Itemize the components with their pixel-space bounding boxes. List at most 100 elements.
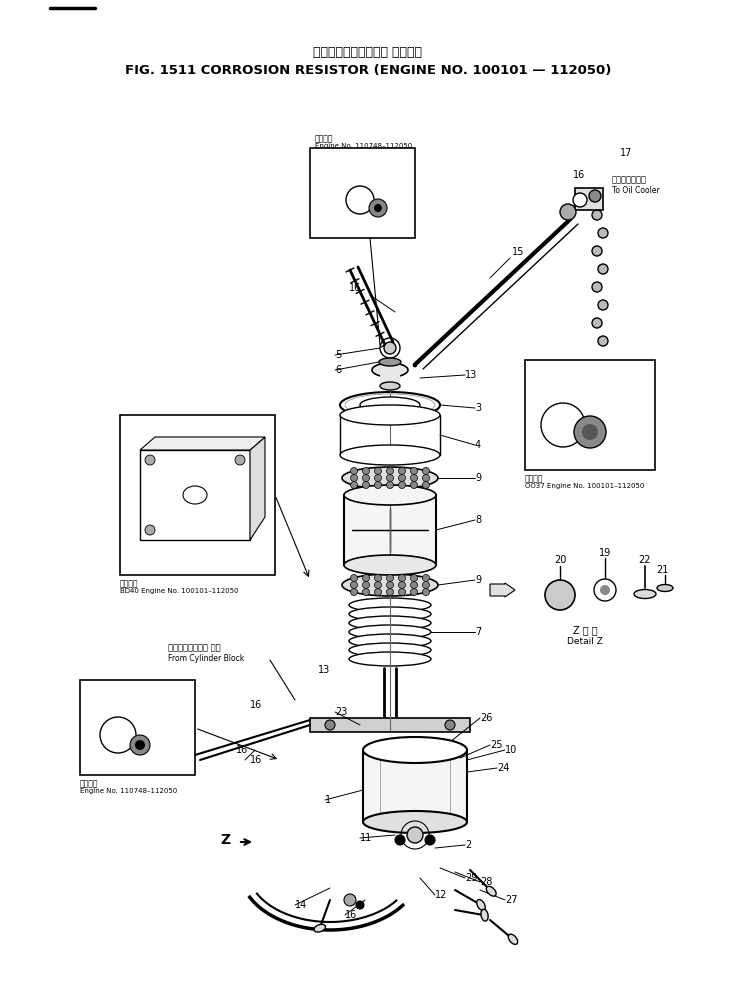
Circle shape — [598, 228, 608, 238]
Ellipse shape — [344, 555, 436, 575]
Circle shape — [411, 582, 417, 589]
Text: 16: 16 — [315, 156, 329, 166]
Circle shape — [592, 246, 602, 256]
Circle shape — [589, 190, 601, 202]
Text: 10: 10 — [505, 745, 517, 755]
Text: 14: 14 — [295, 900, 307, 910]
Text: 20: 20 — [553, 555, 566, 565]
Text: 16: 16 — [345, 910, 357, 920]
Circle shape — [363, 575, 369, 582]
Bar — [310, 148, 415, 238]
Text: Engine No. 110748–112050: Engine No. 110748–112050 — [80, 788, 178, 794]
Text: 4: 4 — [475, 440, 481, 450]
Circle shape — [145, 455, 155, 465]
Circle shape — [407, 827, 423, 843]
Text: To Oil Cooler: To Oil Cooler — [612, 186, 660, 195]
Circle shape — [386, 575, 394, 582]
Circle shape — [411, 589, 417, 596]
Ellipse shape — [314, 924, 326, 932]
Circle shape — [374, 474, 382, 481]
Circle shape — [573, 193, 587, 207]
Circle shape — [545, 580, 575, 610]
Text: コロージョンレジスタ 適用号機: コロージョンレジスタ 適用号機 — [313, 46, 422, 59]
Ellipse shape — [380, 382, 400, 390]
Ellipse shape — [183, 486, 207, 504]
Text: FIG. 1511 CORROSION RESISTOR (ENGINE NO. 100101 — 112050): FIG. 1511 CORROSION RESISTOR (ENGINE NO.… — [125, 64, 611, 77]
Ellipse shape — [509, 934, 517, 944]
Bar — [344, 495, 436, 565]
Circle shape — [399, 467, 405, 474]
Circle shape — [356, 901, 364, 909]
Text: From Cylinder Block: From Cylinder Block — [168, 654, 244, 663]
Ellipse shape — [340, 392, 440, 418]
Text: 5: 5 — [335, 350, 341, 360]
Circle shape — [422, 575, 430, 582]
Bar — [380, 370, 400, 386]
Circle shape — [399, 481, 405, 488]
Text: 27: 27 — [505, 895, 517, 905]
Circle shape — [386, 467, 394, 474]
Text: 22: 22 — [639, 555, 652, 565]
Text: 16: 16 — [236, 745, 248, 755]
Ellipse shape — [477, 899, 485, 910]
Circle shape — [369, 199, 387, 217]
Text: 18: 18 — [530, 368, 544, 378]
Circle shape — [422, 467, 430, 474]
Circle shape — [374, 204, 382, 212]
Circle shape — [100, 717, 136, 753]
Circle shape — [422, 589, 430, 596]
Ellipse shape — [342, 467, 438, 489]
Polygon shape — [250, 437, 265, 540]
Bar — [310, 718, 470, 732]
Circle shape — [582, 424, 598, 440]
Ellipse shape — [481, 909, 488, 921]
Text: 23: 23 — [335, 707, 347, 717]
Text: 3: 3 — [475, 403, 481, 413]
Ellipse shape — [349, 616, 431, 630]
Ellipse shape — [349, 607, 431, 621]
Ellipse shape — [340, 445, 440, 465]
Text: Engine No. 110748–112050: Engine No. 110748–112050 — [315, 143, 412, 149]
Bar — [120, 415, 275, 575]
Bar — [140, 450, 250, 540]
Text: 適用号機: 適用号機 — [525, 474, 543, 483]
Ellipse shape — [349, 634, 431, 648]
Text: 25: 25 — [490, 740, 503, 750]
Text: 11: 11 — [360, 833, 372, 843]
Text: Z 具 値: Z 具 値 — [573, 625, 597, 635]
Circle shape — [399, 575, 405, 582]
Circle shape — [422, 474, 430, 481]
Ellipse shape — [349, 652, 431, 666]
Bar — [80, 680, 195, 775]
Circle shape — [351, 481, 357, 488]
Ellipse shape — [379, 358, 401, 366]
Text: 16: 16 — [250, 700, 262, 710]
Bar — [575, 188, 603, 210]
Text: 26: 26 — [480, 713, 492, 723]
Text: 23: 23 — [125, 423, 139, 433]
Circle shape — [422, 582, 430, 589]
Circle shape — [422, 481, 430, 488]
Bar — [525, 360, 655, 470]
Ellipse shape — [363, 811, 467, 833]
Circle shape — [363, 467, 369, 474]
Circle shape — [411, 575, 417, 582]
Circle shape — [592, 282, 602, 292]
Circle shape — [598, 264, 608, 274]
Circle shape — [411, 474, 417, 481]
Ellipse shape — [349, 625, 431, 639]
Circle shape — [145, 525, 155, 535]
Circle shape — [592, 318, 602, 328]
Circle shape — [541, 403, 585, 447]
Circle shape — [363, 589, 369, 596]
Circle shape — [235, 455, 245, 465]
Ellipse shape — [340, 405, 440, 425]
Ellipse shape — [349, 598, 431, 612]
Text: BD40 Engine No. 100101–112050: BD40 Engine No. 100101–112050 — [120, 588, 239, 594]
Ellipse shape — [344, 485, 436, 505]
Text: 29: 29 — [465, 873, 478, 883]
Text: 8: 8 — [475, 515, 481, 525]
Ellipse shape — [657, 585, 673, 592]
Circle shape — [351, 582, 357, 589]
Circle shape — [592, 210, 602, 220]
